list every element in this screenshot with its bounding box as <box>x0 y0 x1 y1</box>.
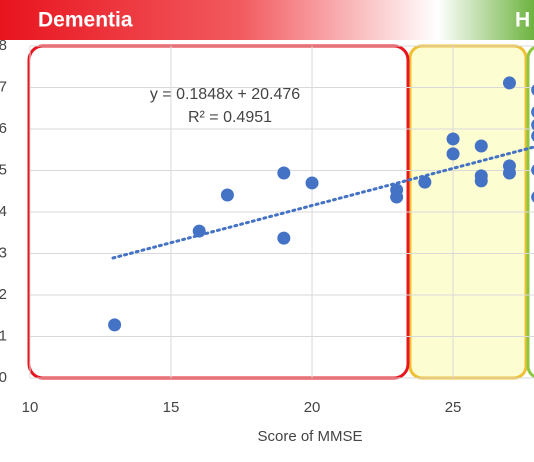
point <box>531 164 534 176</box>
point <box>531 106 534 118</box>
point <box>474 174 488 188</box>
y-tick-label: 6 <box>0 120 7 137</box>
point <box>305 176 319 190</box>
y-tick-label: 1 <box>0 327 7 344</box>
point <box>502 76 516 90</box>
y-tick-label: 7 <box>0 78 7 95</box>
y-tick-label: 8 <box>0 37 7 54</box>
point <box>531 130 534 142</box>
header-bar <box>0 0 534 40</box>
y-tick-label: 0 <box>0 369 7 386</box>
x-tick-label: 20 <box>304 399 321 416</box>
point <box>531 84 534 96</box>
x-tick-label: 10 <box>22 399 39 416</box>
point <box>108 318 122 332</box>
point <box>502 166 516 180</box>
header-left: Dementia <box>38 9 133 32</box>
trendline <box>111 145 534 260</box>
x-tick-label: 15 <box>163 399 180 416</box>
point <box>446 132 460 146</box>
point <box>418 175 432 189</box>
y-tick-label: 5 <box>0 161 7 178</box>
point <box>474 139 488 153</box>
point <box>277 166 291 180</box>
r-squared: R² = 0.4951 <box>188 109 272 126</box>
x-axis-label: Score of MMSE <box>257 428 362 445</box>
point <box>390 190 404 204</box>
point <box>220 188 234 202</box>
equation: y = 0.1848x + 20.476 <box>150 86 300 103</box>
y-tick-label: 4 <box>0 203 7 220</box>
point <box>531 119 534 131</box>
y-tick-label: 2 <box>0 286 7 303</box>
point <box>192 224 206 238</box>
y-tick-label: 3 <box>0 244 7 261</box>
point <box>277 231 291 245</box>
point <box>446 147 460 161</box>
header-right: H <box>515 9 530 32</box>
point <box>531 191 534 203</box>
x-tick-label: 25 <box>445 399 462 416</box>
